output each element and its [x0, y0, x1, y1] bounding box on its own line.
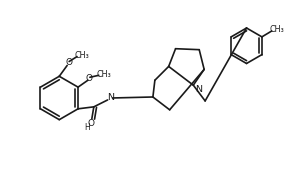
Text: O: O [65, 58, 72, 68]
Text: N: N [107, 93, 114, 102]
Text: CH₃: CH₃ [96, 70, 111, 79]
Text: O: O [86, 74, 93, 83]
Text: CH₃: CH₃ [269, 25, 284, 35]
Text: O: O [87, 119, 94, 128]
Text: N: N [195, 85, 202, 94]
Text: H: H [84, 123, 90, 132]
Text: CH₃: CH₃ [74, 51, 89, 60]
